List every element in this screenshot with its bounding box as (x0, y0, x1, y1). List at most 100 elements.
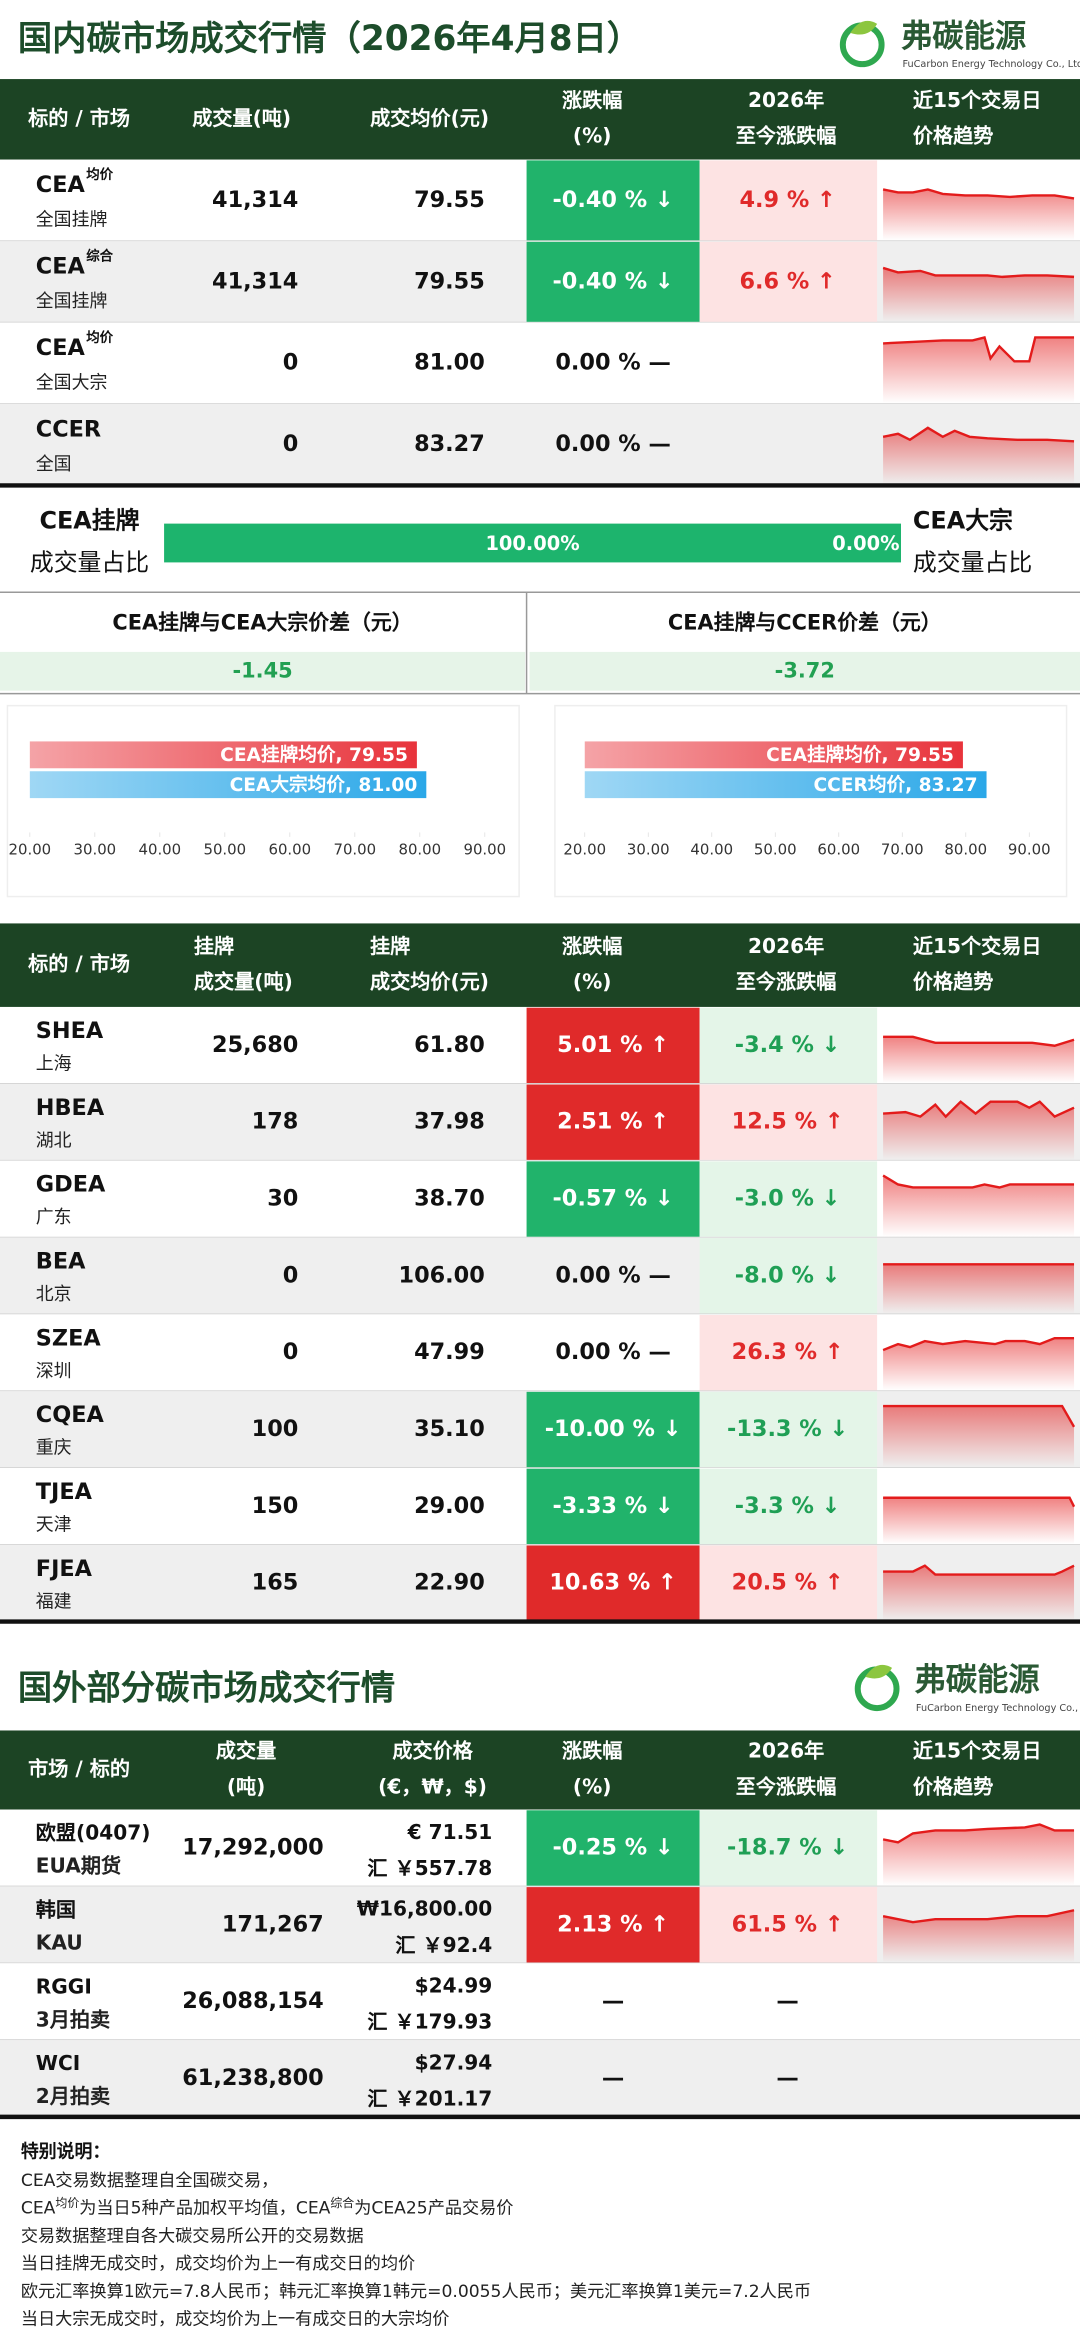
chart-panel (554, 704, 1068, 898)
logo-text: 弗碳能源 (914, 1662, 1039, 1698)
x-tick-label: 80.00 (944, 840, 987, 858)
row-price-rmb: 汇 ￥179.93 (367, 2010, 492, 2034)
note-text: 交易数据整理自各大碳交易所公开的交易数据 (21, 2226, 364, 2246)
row-ytd: — (776, 1988, 798, 2014)
notes-title: 特别说明： (21, 2141, 110, 2163)
note-text: 当日挂牌无成交时，成交均价为上一有成交日的均价 (21, 2254, 415, 2274)
bar-label: CEA大宗均价, 81.00 (230, 774, 418, 796)
column-header: 挂牌 (194, 934, 234, 958)
row-change: -0.40 % ↓ (553, 187, 674, 213)
row-ytd: 61.5 % ↑ (732, 1911, 844, 1937)
row-change: 0.00 % — (555, 350, 670, 376)
table-header (0, 1730, 1080, 1810)
change-cell (526, 1545, 700, 1621)
row-ytd: 26.3 % ↑ (732, 1339, 844, 1365)
sparkline-fill (883, 189, 1075, 241)
ytd-cell (699, 241, 878, 322)
sparkline (882, 1823, 1075, 1844)
row-volume: 17,292,000 (182, 1834, 323, 1860)
row-price: $27.94 (415, 2050, 493, 2074)
sparkline-fill (883, 1565, 1075, 1621)
row-name-sup: 均价 (86, 329, 113, 346)
column-header: (€，₩，$) (378, 1774, 487, 1798)
share-value: 100.00% (485, 532, 579, 555)
logo-subtext: FuCarbon Energy Technology Co., Ltd (916, 1703, 1080, 1714)
column-header: 近15个交易日 (913, 934, 1042, 958)
table-row (0, 1963, 1080, 2041)
share-label: CEA大宗 (913, 507, 1013, 535)
logo: 弗碳能源 FuCarbon Energy Technology Co., Ltd (854, 1662, 1080, 1714)
share-value: 0.00% (832, 532, 899, 555)
note-text: 均价 (55, 2195, 79, 2209)
row-price: 22.90 (414, 1570, 485, 1596)
x-tick-label: 30.00 (73, 840, 116, 858)
row-name-sup: 均价 (86, 166, 113, 183)
row-ytd: -18.7 % ↓ (727, 1834, 848, 1860)
sparkline (882, 188, 1075, 200)
row-ytd: — (776, 2065, 798, 2091)
ytd-cell (699, 1238, 878, 1314)
row-volume: 165 (252, 1570, 299, 1596)
column-header: 价格趋势 (913, 970, 993, 994)
section-title: 国外部分碳市场成交行情 (18, 1669, 395, 1709)
sparkline (883, 1564, 1075, 1576)
row-market: 重庆 (36, 1438, 72, 1459)
note-text: 当日大宗无成交时，成交均价为上一有成交日的大宗均价 (21, 2310, 450, 2330)
column-header: 2026年 (748, 934, 824, 958)
logo-text: 弗碳能源 (901, 18, 1026, 54)
column-header: 至今涨跌幅 (736, 124, 837, 148)
column-header: (%) (573, 124, 612, 148)
sparkline (883, 1404, 1076, 1428)
sparkline (883, 1496, 1076, 1508)
sparkline-fill (883, 1101, 1075, 1160)
row-ytd: -8.0 % ↓ (735, 1262, 841, 1288)
sparkline (882, 1909, 1075, 1924)
row-market: 广东 (36, 1207, 72, 1228)
sparklines (882, 188, 1076, 1963)
row-name: WCI (36, 2051, 80, 2075)
row-volume: 178 (252, 1109, 299, 1135)
row-name: CQEA (36, 1402, 105, 1428)
background-layer (0, 79, 1080, 2118)
column-header: 2026年 (748, 88, 824, 112)
row-market: 全国 (36, 454, 72, 475)
column-header: 近15个交易日 (913, 1739, 1042, 1763)
note-line: CEA均价为当日5种产品加权平均值，CEA综合为CEA25产品交易价 (21, 2195, 514, 2218)
sparkline (883, 1035, 1075, 1047)
x-tick-label: 20.00 (8, 840, 51, 858)
foreground-layer: 国内碳市场成交行情（2026年4月8日） 弗碳能源 FuCarbon Energ… (0, 18, 1080, 2330)
column-header: 至今涨跌幅 (736, 1774, 837, 1798)
share-label: 成交量占比 (30, 548, 149, 576)
ytd-cell (699, 1887, 878, 1963)
column-header: 涨跌幅 (562, 88, 622, 112)
x-tick-label: 90.00 (1008, 840, 1051, 858)
note-text: 欧元汇率换算1欧元=7.8人民币；韩元汇率换算1韩元=0.0055人民币；美元汇… (21, 2282, 811, 2302)
row-name: SZEA (36, 1325, 102, 1351)
ytd-cell (699, 160, 878, 241)
row-market: EUA期货 (36, 1854, 121, 1878)
logo-leaf (865, 1664, 893, 1679)
row-change: 2.13 % ↑ (557, 1911, 669, 1937)
sparkline-fill (883, 1264, 1075, 1314)
row-price: € 71.51 (407, 1820, 493, 1844)
ytd-cell (699, 1545, 878, 1621)
row-market: 全国挂牌 (36, 210, 108, 231)
ytd-cell (699, 1468, 878, 1544)
sparkline-fill (883, 1406, 1075, 1468)
column-header: 市场 / 标的 (28, 1757, 130, 1781)
row-market: 天津 (36, 1515, 72, 1536)
spread-title: CEA挂牌与CCER价差（元） (668, 611, 942, 635)
ytd-cell (699, 1161, 878, 1237)
row-price: 35.10 (414, 1416, 485, 1442)
change-cell (526, 1887, 700, 1963)
sparkline-fill (883, 267, 1075, 322)
column-header: 成交量 (216, 1739, 276, 1763)
row-volume: 41,314 (212, 268, 298, 294)
row-ytd: 4.9 % ↑ (739, 187, 835, 213)
row-change: -10.00 % ↓ (545, 1416, 682, 1442)
row-price-rmb: 汇 ￥92.4 (395, 1933, 492, 1957)
x-tick-label: 60.00 (268, 840, 311, 858)
row-change: 0.00 % — (555, 431, 670, 457)
spread-value: -1.45 (232, 658, 292, 682)
